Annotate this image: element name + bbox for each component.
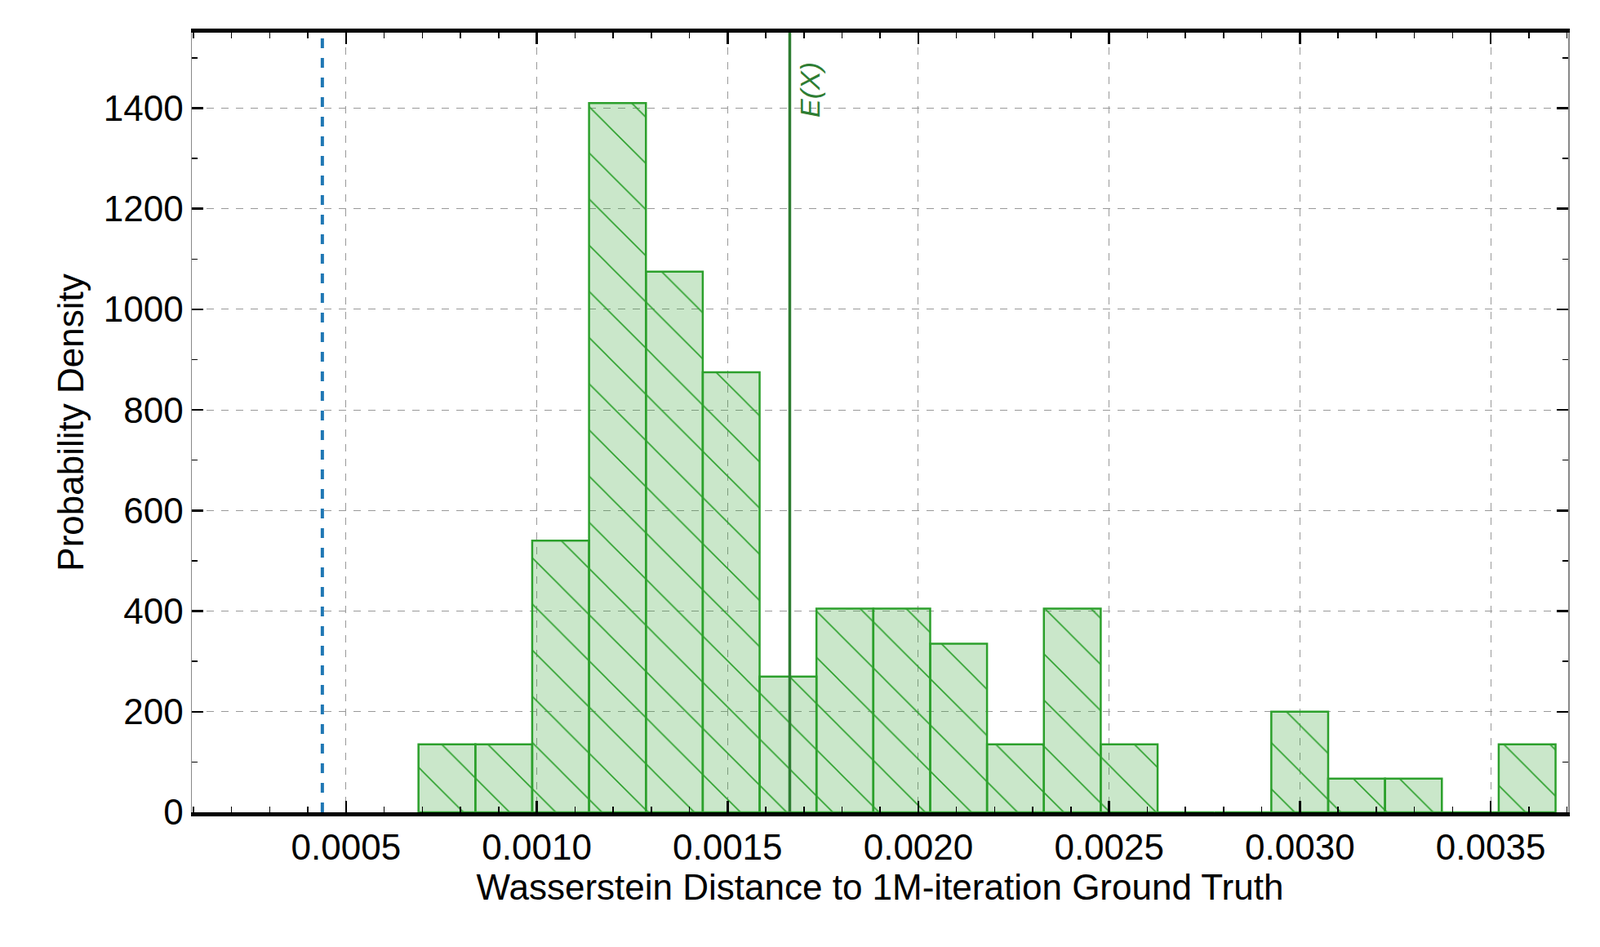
svg-text:0.0020: 0.0020 [863, 826, 974, 867]
svg-text:400: 400 [123, 591, 183, 632]
svg-text:Wasserstein Distance to 1M-ite: Wasserstein Distance to 1M-iteration Gro… [476, 866, 1285, 907]
svg-text:1000: 1000 [103, 288, 184, 329]
svg-text:200: 200 [123, 691, 183, 732]
svg-text:0.0030: 0.0030 [1244, 826, 1356, 867]
svg-text:1400: 1400 [103, 88, 184, 129]
svg-text:Probability Density: Probability Density [50, 273, 91, 571]
svg-text:0.0025: 0.0025 [1053, 826, 1165, 867]
svg-text:0.0010: 0.0010 [481, 826, 592, 867]
svg-text:0.0035: 0.0035 [1435, 826, 1547, 867]
svg-text:600: 600 [123, 490, 183, 531]
svg-text:800: 800 [123, 390, 183, 431]
svg-text:0: 0 [163, 791, 183, 832]
svg-text:E(X): E(X) [794, 62, 826, 118]
svg-text:1200: 1200 [103, 188, 184, 229]
svg-text:0.0015: 0.0015 [672, 826, 783, 867]
svg-text:0.0005: 0.0005 [291, 826, 402, 867]
